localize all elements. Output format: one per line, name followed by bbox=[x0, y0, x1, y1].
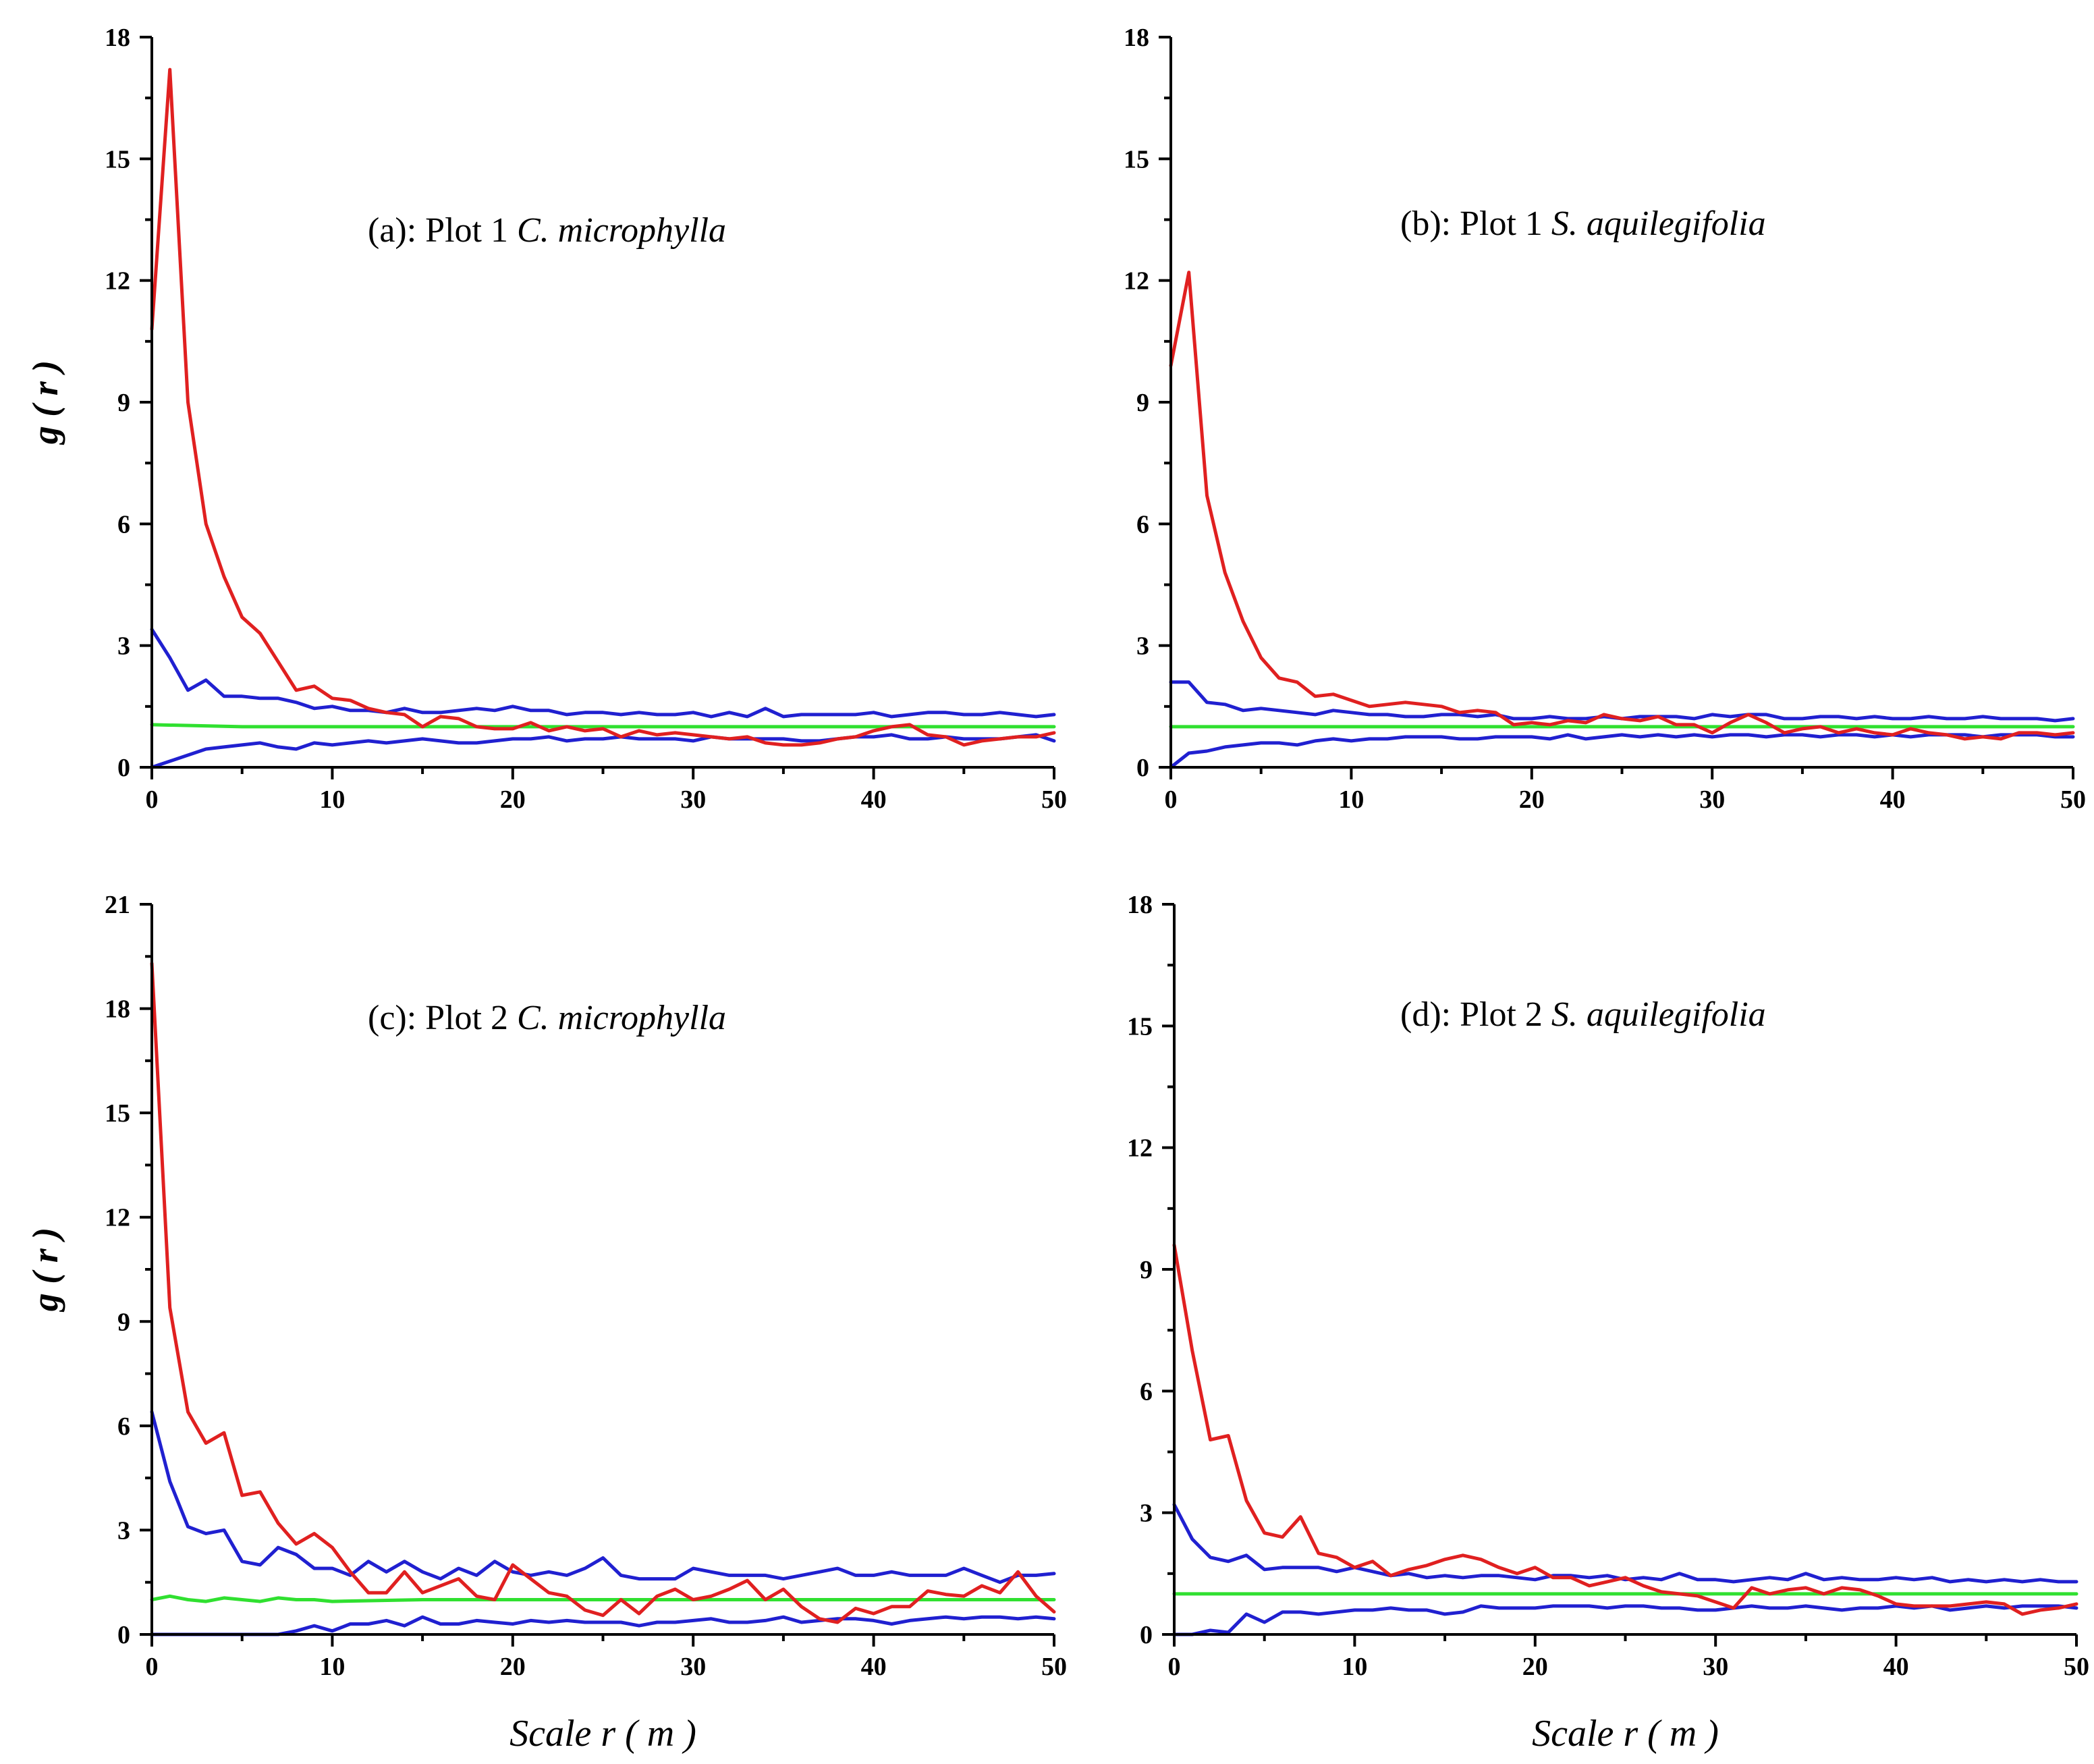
series-observed-line bbox=[150, 962, 1056, 1624]
x-tick-label: 20 bbox=[1522, 1653, 1548, 1681]
y-tick-label: 6 bbox=[1136, 510, 1149, 539]
y-tick-label: 15 bbox=[105, 1099, 130, 1128]
x-tick-label: 40 bbox=[1883, 1653, 1909, 1681]
series-upper-envelope-line bbox=[1172, 1503, 2078, 1584]
x-tick-label: 40 bbox=[861, 785, 887, 814]
panel-title: (d): Plot 2 S. aquilegifolia bbox=[1400, 995, 1766, 1034]
y-tick-label: 15 bbox=[105, 145, 130, 173]
series-lower-envelope-line bbox=[150, 1615, 1056, 1636]
x-tick-label: 10 bbox=[1342, 1653, 1367, 1681]
panel-title-label: (d): Plot 2 bbox=[1400, 995, 1551, 1034]
panel-c: 0 10 20 30 40 50 0 3 6 9 12 15 18 21 (c): Plot 2 C. mi… bbox=[25, 891, 1067, 1755]
y-tick-label: 21 bbox=[105, 891, 130, 919]
x-tick-label: 10 bbox=[1338, 785, 1364, 814]
x-tick-label: 0 bbox=[1165, 785, 1178, 814]
y-tick-label: 12 bbox=[105, 1204, 130, 1232]
x-tick-label: 50 bbox=[2064, 1653, 2089, 1681]
y-tick-label: 12 bbox=[105, 267, 130, 296]
y-tick-label: 3 bbox=[1140, 1499, 1153, 1528]
y-tick-label: 18 bbox=[105, 995, 130, 1024]
y-tick-label: 9 bbox=[1136, 389, 1149, 417]
series-upper-envelope-line bbox=[150, 628, 1056, 719]
x-tick-label: 50 bbox=[2060, 785, 2086, 814]
y-axis-title: g ( r ) bbox=[25, 1228, 65, 1312]
y-tick-label: 15 bbox=[1124, 145, 1149, 173]
panel-title: (a): Plot 1 C. microphylla bbox=[368, 211, 726, 250]
series-lower-envelope-line bbox=[150, 733, 1056, 769]
series-lower-envelope-line bbox=[1169, 733, 2075, 769]
x-tick-label: 40 bbox=[1880, 785, 1906, 814]
x-axis-title: Scale r ( m ) bbox=[509, 1713, 696, 1755]
panel-title-label: (a): Plot 1 bbox=[368, 211, 517, 250]
x-axis-title: Scale r ( m ) bbox=[1532, 1713, 1719, 1755]
x-tick-label: 0 bbox=[146, 785, 159, 814]
y-tick-label: 9 bbox=[117, 389, 130, 417]
panel-title-species: C. microphylla bbox=[517, 999, 726, 1037]
y-tick-label: 0 bbox=[117, 754, 130, 782]
y-tick-label: 6 bbox=[117, 1412, 130, 1441]
series-observed-line bbox=[1169, 271, 2075, 741]
x-tick-label: 10 bbox=[319, 785, 345, 814]
y-tick-label: 12 bbox=[1124, 267, 1149, 296]
x-tick-label: 30 bbox=[1699, 785, 1725, 814]
panel-title-species: C. microphylla bbox=[517, 211, 726, 250]
y-tick-label: 6 bbox=[1140, 1377, 1153, 1406]
panel-title-label: (b): Plot 1 bbox=[1400, 204, 1551, 243]
x-tick-label: 20 bbox=[500, 785, 526, 814]
series-observed-line bbox=[1172, 1243, 2078, 1616]
y-tick-label: 3 bbox=[117, 1516, 130, 1545]
panel-title-species: S. aquilegifolia bbox=[1551, 995, 1766, 1034]
y-tick-label: 9 bbox=[117, 1308, 130, 1336]
x-tick-label: 20 bbox=[1519, 785, 1545, 814]
panel-b: 0 10 20 30 40 50 0 3 6 9 12 15 18 (b): Plot 1 S. aqui… bbox=[1124, 24, 2086, 814]
x-tick-label: 0 bbox=[1168, 1653, 1181, 1681]
x-tick-label: 50 bbox=[1041, 785, 1067, 814]
x-tick-label: 30 bbox=[680, 1653, 706, 1681]
y-tick-label: 0 bbox=[117, 1621, 130, 1649]
y-tick-label: 9 bbox=[1140, 1256, 1153, 1284]
y-axis-title: g ( r ) bbox=[25, 360, 65, 445]
y-tick-label: 18 bbox=[1127, 891, 1153, 919]
x-tick-label: 20 bbox=[500, 1653, 526, 1681]
series-observed-line bbox=[150, 67, 1056, 747]
y-tick-label: 12 bbox=[1127, 1134, 1153, 1163]
x-tick-label: 10 bbox=[319, 1653, 345, 1681]
series-theoretical-line bbox=[150, 1594, 1056, 1603]
x-tick-label: 0 bbox=[146, 1653, 159, 1681]
panel-title-species: S. aquilegifolia bbox=[1551, 204, 1766, 243]
y-tick-label: 18 bbox=[1124, 24, 1149, 52]
series-upper-envelope-line bbox=[150, 1410, 1056, 1584]
y-tick-label: 3 bbox=[117, 632, 130, 661]
panel-a: 0 10 20 30 40 50 0 3 6 9 12 15 18 (a): Plot 1 C. micr… bbox=[25, 24, 1067, 814]
y-tick-label: 3 bbox=[1136, 632, 1149, 661]
y-tick-label: 0 bbox=[1136, 754, 1149, 782]
y-tick-label: 15 bbox=[1127, 1012, 1153, 1041]
panel-title-label: (c): Plot 2 bbox=[368, 999, 517, 1037]
x-tick-label: 30 bbox=[680, 785, 706, 814]
y-tick-label: 18 bbox=[105, 24, 130, 52]
panel-title: (c): Plot 2 C. microphylla bbox=[368, 999, 726, 1037]
panel-d: 0 10 20 30 40 50 0 3 6 9 12 15 18 (d): Plot 2 S. aqui… bbox=[1127, 891, 2089, 1755]
x-tick-label: 50 bbox=[1041, 1653, 1067, 1681]
panel-title: (b): Plot 1 S. aquilegifolia bbox=[1400, 204, 1766, 243]
x-tick-label: 30 bbox=[1703, 1653, 1728, 1681]
x-tick-label: 40 bbox=[861, 1653, 887, 1681]
y-tick-label: 6 bbox=[117, 510, 130, 539]
y-tick-label: 0 bbox=[1140, 1621, 1153, 1649]
